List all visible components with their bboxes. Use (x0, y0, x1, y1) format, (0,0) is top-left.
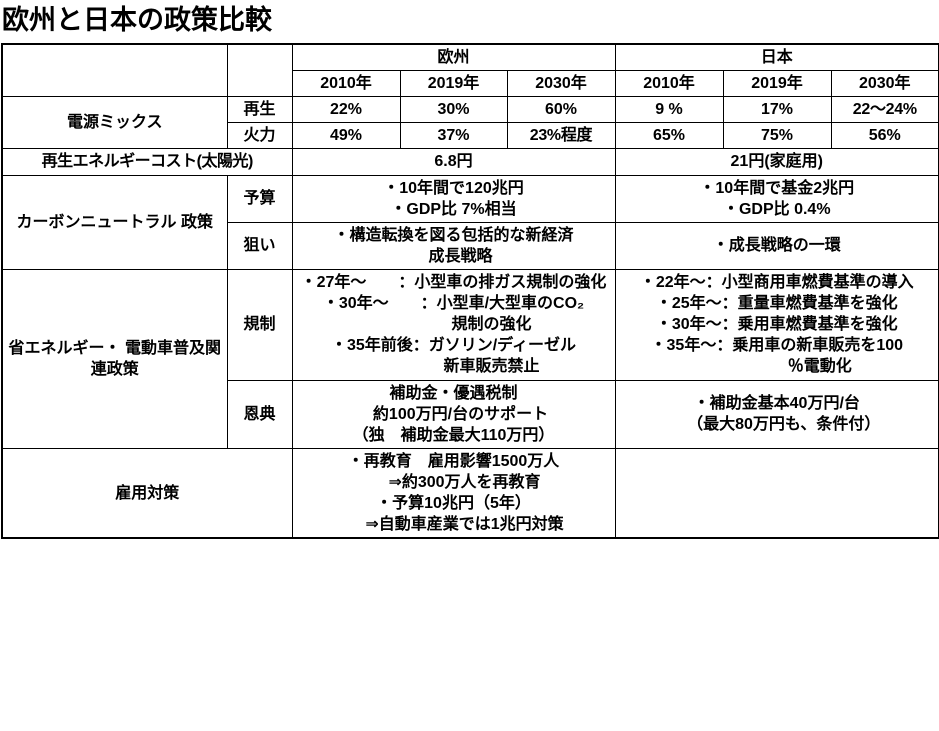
table-row-regulation: 省エネルギー・ 電動車普及関連政策 規制 ・27年〜 ：小型車の排ガス規制の強化… (1, 268, 939, 449)
table-row-carbon-budget: カーボンニュートラル 政策 予算 ・10年間で120兆円 ・GDP比 7%相当 … (1, 174, 939, 270)
table-row-energy-mix-thermal: 火力 49% 37% 23%程度 65% 75% 56% (2, 122, 939, 150)
cell-europe-regulation: ・27年〜 ：小型車の排ガス規制の強化 ・30年〜 ：小型車/大型車のCO₂ 規… (291, 268, 616, 381)
text-line: ⇒自動車産業では1兆円対策 (365, 516, 564, 534)
row-label-carbon-neutral-line1: カーボンニュートラル (16, 213, 177, 231)
text-line: ・GDP比 7%相当 (390, 200, 517, 218)
text-line: 新車販売禁止 (443, 358, 540, 376)
corner-subcell-blank (226, 43, 293, 98)
text-line: ・30年〜：乗用車燃費基準を強化 (655, 316, 898, 334)
cell-japan-thermal-2010: 65% (614, 122, 724, 150)
text-line: ・補助金基本40万円/台 (693, 395, 860, 413)
row-label-energy-saving-ev-line2: 電動車普及関連政策 (90, 339, 221, 378)
text-line: （独 補助金最大110万円） (352, 426, 555, 444)
cell-europe-thermal-2019: 37% (399, 122, 508, 150)
text-line: ⇒約300万人を再教育 (388, 473, 541, 491)
text-line: ・35年〜：乗用車の新車販売を100 (650, 337, 904, 355)
cell-japan-regulation: ・22年〜：小型商用車燃費基準の導入 ・25年〜：重量車燃費基準を強化 ・30年… (614, 268, 939, 381)
corner-cell-blank (1, 43, 228, 98)
cell-europe-energy-cost: 6.8円 (291, 148, 616, 176)
sub-label-thermal: 火力 (226, 122, 293, 150)
row-label-carbon-neutral-line2: 政策 (180, 213, 213, 231)
header-year-japan-2019: 2019年 (722, 70, 832, 98)
cell-japan-renewable-2019: 17% (722, 96, 832, 124)
row-label-carbon-neutral: カーボンニュートラル 政策 (1, 174, 228, 270)
cell-japan-benefit: ・補助金基本40万円/台 （最大80万円も、条件付） (614, 379, 939, 449)
sub-label-regulation: 規制 (226, 268, 293, 381)
text-line: ・10年間で120兆円 (383, 179, 524, 197)
table-row-carbon-aim: 狙い ・構造転換を図る包括的な新経済 成長戦略 ・成長戦略の一環 (2, 221, 939, 270)
cell-japan-renewable-2010: 9 % (614, 96, 724, 124)
header-year-japan-2030: 2030年 (830, 70, 939, 98)
sub-label-budget: 予算 (226, 174, 293, 223)
header-year-europe-2030: 2030年 (506, 70, 616, 98)
row-label-energy-mix: 電源ミックス (1, 96, 228, 150)
cell-europe-benefit: 補助金・優遇税制 約100万円/台のサポート （独 補助金最大110万円） (291, 379, 616, 449)
cell-japan-thermal-2019: 75% (722, 122, 832, 150)
header-region-japan: 日本 (614, 43, 939, 72)
text-line: ・35年前後：ガソリン/ディーゼル (330, 337, 577, 355)
row-label-energy-saving-ev-line1: 省エネルギー・ (8, 339, 121, 357)
text-line: ・30年〜 ：小型車/大型車のCO₂ (322, 295, 585, 313)
cell-japan-renewable-2030: 22〜24% (830, 96, 939, 124)
sub-label-benefit: 恩典 (226, 379, 293, 449)
text-line: ・成長戦略の一環 (712, 237, 841, 255)
cell-europe-renewable-2030: 60% (506, 96, 616, 124)
row-label-energy-saving-ev: 省エネルギー・ 電動車普及関連政策 (1, 268, 228, 449)
text-line: 成長戦略 (428, 247, 493, 265)
cell-europe-renewable-2019: 30% (399, 96, 508, 124)
row-label-energy-cost: 再生エネルギーコスト(太陽光) (1, 148, 293, 176)
text-line: ・再教育 雇用影響1500万人 (347, 452, 560, 470)
text-line: ・10年間で基金2兆円 (699, 179, 855, 197)
text-line: 補助金・優遇税制 (389, 384, 518, 402)
text-line: 約100万円/台のサポート (372, 405, 549, 423)
text-line: ・22年〜：小型商用車燃費基準の導入 (639, 273, 914, 291)
policy-comparison-table: 欧州 日本 2010年 2019年 2030年 2010年 2019年 2030… (1, 43, 939, 540)
cell-europe-renewable-2010: 22% (291, 96, 401, 124)
text-line: （最大80万円も、条件付） (687, 416, 881, 434)
table-row-benefit: 恩典 補助金・優遇税制 約100万円/台のサポート （独 補助金最大110万円）… (2, 379, 939, 449)
cell-japan-energy-cost: 21円(家庭用) (614, 148, 939, 176)
cell-japan-carbon-budget: ・10年間で基金2兆円 ・GDP比 0.4% (614, 174, 939, 223)
text-line: ・構造転換を図る包括的な新経済 (333, 226, 574, 244)
sub-label-aim: 狙い (226, 221, 293, 270)
table-row-year-header: 2010年 2019年 2030年 2010年 2019年 2030年 (2, 70, 939, 98)
text-line: ・GDP比 0.4% (722, 200, 831, 218)
header-region-europe: 欧州 (291, 43, 616, 72)
table-row-energy-cost: 再生エネルギーコスト(太陽光) 6.8円 21円(家庭用) (1, 148, 939, 176)
header-year-europe-2019: 2019年 (399, 70, 508, 98)
cell-europe-thermal-2010: 49% (291, 122, 401, 150)
text-line: ％電動化 (787, 358, 852, 376)
table-row-employment: 雇用対策 ・再教育 雇用影響1500万人 ⇒約300万人を再教育 ・予算10兆円… (1, 447, 939, 539)
table-row-region-header: 欧州 日本 (1, 43, 939, 98)
text-line: 規制の強化 (451, 316, 532, 334)
cell-europe-thermal-2030: 23%程度 (506, 122, 616, 150)
sub-label-renewable: 再生 (226, 96, 293, 124)
cell-europe-employment: ・再教育 雇用影響1500万人 ⇒約300万人を再教育 ・予算10兆円（5年） … (291, 447, 616, 539)
text-line: ・予算10兆円（5年） (376, 495, 531, 513)
cell-japan-employment (614, 447, 939, 539)
cell-europe-carbon-budget: ・10年間で120兆円 ・GDP比 7%相当 (291, 174, 616, 223)
cell-japan-carbon-aim: ・成長戦略の一環 (614, 221, 939, 270)
cell-europe-carbon-aim: ・構造転換を図る包括的な新経済 成長戦略 (291, 221, 616, 270)
header-year-europe-2010: 2010年 (291, 70, 401, 98)
text-line: ・27年〜 ：小型車の排ガス規制の強化 (300, 273, 607, 291)
text-line: ・25年〜：重量車燃費基準を強化 (655, 295, 898, 313)
row-label-employment: 雇用対策 (1, 447, 293, 539)
page-title: 欧州と日本の政策比較 (2, 5, 272, 35)
cell-japan-thermal-2030: 56% (830, 122, 939, 150)
header-year-japan-2010: 2010年 (614, 70, 724, 98)
table-row-energy-mix-renewable: 電源ミックス 再生 22% 30% 60% 9 % 17% 22〜24% (1, 96, 939, 150)
